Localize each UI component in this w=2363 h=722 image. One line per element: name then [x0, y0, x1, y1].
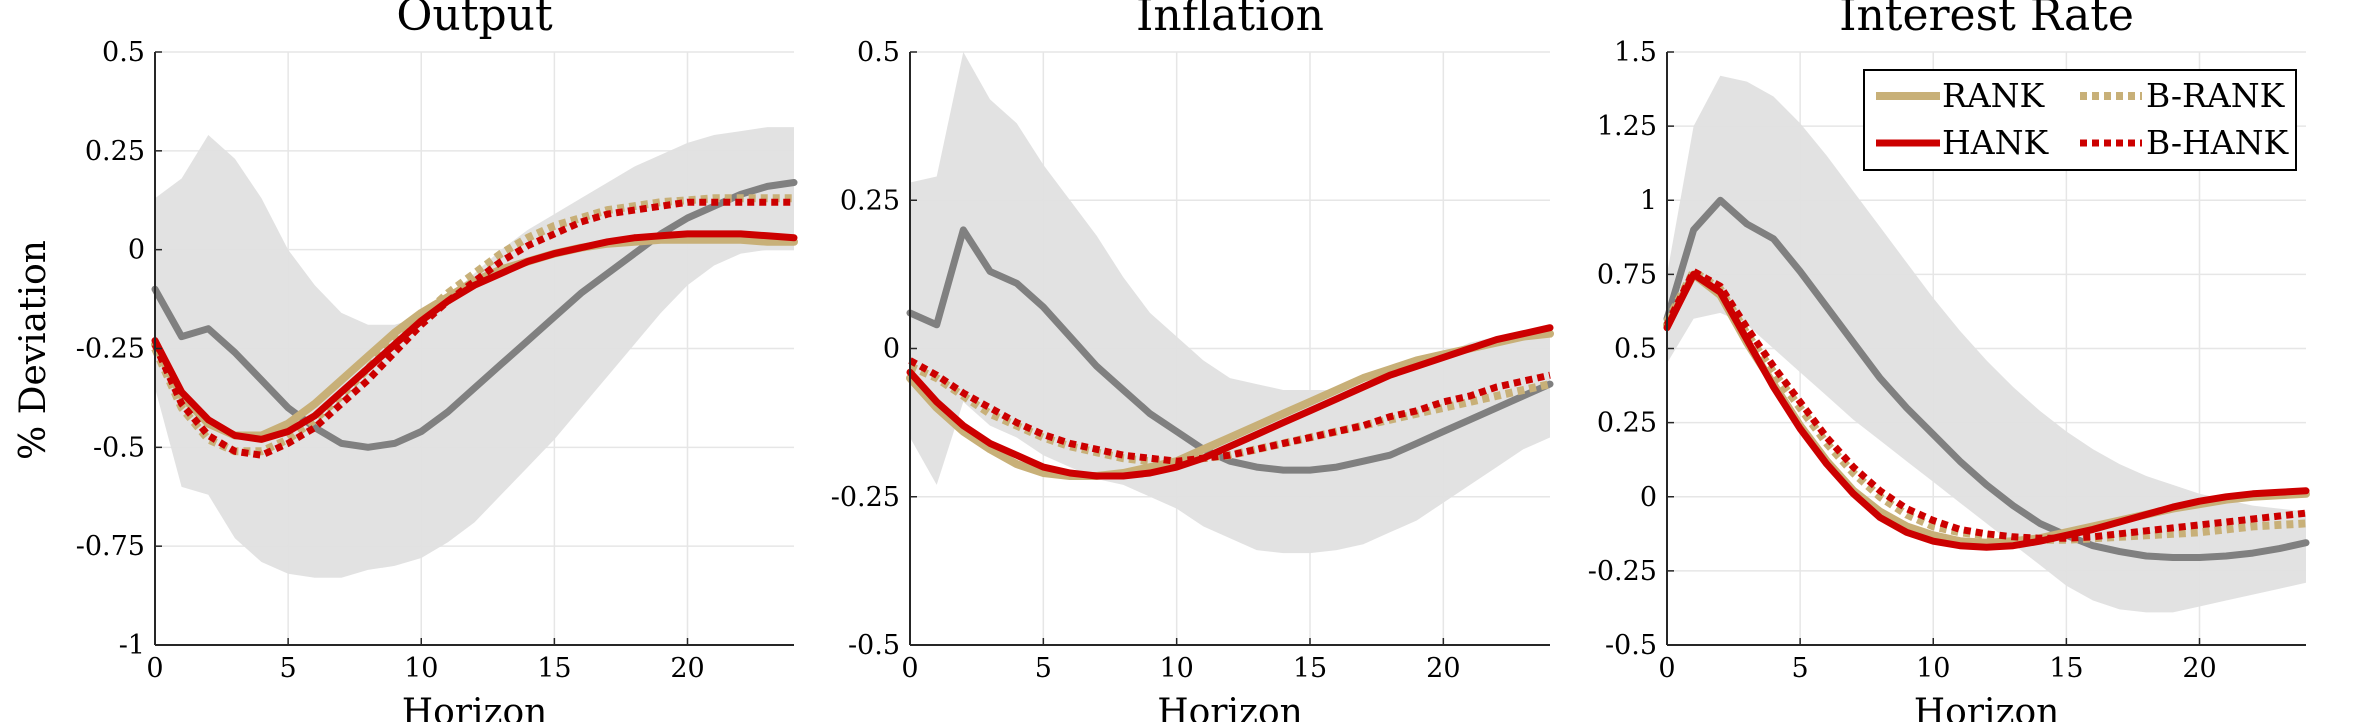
legend-frame	[1863, 69, 2297, 171]
x-tick-label: 5	[1035, 653, 1052, 684]
legend-label-rank: RANK	[1942, 76, 2046, 115]
confidence-band	[910, 52, 1550, 554]
y-tick-label: -1	[119, 630, 145, 661]
panel-title: Inflation	[1136, 0, 1324, 41]
legend-label-brank: B-RANK	[2146, 76, 2286, 115]
x-tick-label: 5	[1792, 653, 1809, 684]
series-line-hank	[906, 324, 1554, 480]
y-tick-label: 1.25	[1597, 111, 1657, 142]
y-tick-label: 0.25	[840, 185, 900, 216]
x-tick-label: 10	[1159, 653, 1193, 684]
x-tick-label: 0	[901, 653, 918, 684]
x-tick-label: 20	[2182, 653, 2216, 684]
y-tick-label: 0	[1640, 482, 1657, 513]
confidence-band	[1667, 75, 2306, 613]
x-tick-label: 15	[2049, 653, 2083, 684]
x-tick-label: 0	[146, 653, 163, 684]
panel-output: Output Horizon 0 5 10 15 20 -1 -0.75 -0.5 -0.25 0…	[76, 0, 798, 722]
y-tick-label: -0.5	[1605, 630, 1657, 661]
legend-label-bhank: B-HANK	[2146, 123, 2289, 162]
y-tick-label: -0.25	[831, 482, 900, 513]
y-tick-label: 0.25	[85, 136, 145, 167]
series-line-bhank	[908, 357, 1551, 465]
series-line-hank	[1663, 270, 2310, 551]
x-tick-label: 5	[280, 653, 297, 684]
x-tick-label: 20	[670, 653, 704, 684]
x-axis-label: Horizon	[402, 692, 548, 722]
series-line-bhank	[151, 198, 794, 459]
panel-inflation: Inflation Horizon 0 5 10 15 20 -0.5 -0.25 0 0.25…	[831, 0, 1554, 722]
x-axis-label: Horizon	[1914, 692, 2060, 722]
legend: RANK B-RANK HANK B-HANK	[1863, 69, 2297, 171]
y-tick-label: 0.5	[857, 37, 900, 68]
series-line-rank	[151, 235, 798, 440]
y-tick-label: 1	[1640, 185, 1657, 216]
series-line-data	[1663, 196, 2310, 561]
y-axis-label: % Deviation	[13, 240, 54, 460]
y-tick-label: 0	[128, 235, 145, 266]
legend-label-hank: HANK	[1942, 123, 2049, 162]
x-tick-label: 10	[404, 653, 438, 684]
y-tick-label: -0.5	[848, 630, 900, 661]
y-tick-label: 0.25	[1597, 408, 1657, 439]
x-tick-label: 15	[537, 653, 571, 684]
y-tick-label: -0.25	[1588, 556, 1657, 587]
y-tick-label: -0.25	[76, 334, 145, 365]
x-tick-label: 0	[1658, 653, 1675, 684]
confidence-band	[155, 127, 794, 578]
series-line-brank	[151, 194, 794, 456]
panel-title: Interest Rate	[1839, 0, 2134, 41]
x-axis-label: Horizon	[1157, 692, 1303, 722]
y-tick-label: 1.5	[1614, 37, 1657, 68]
y-tick-label: 0.75	[1597, 259, 1657, 290]
panel-title: Output	[396, 0, 553, 41]
y-tick-label: -0.75	[76, 531, 145, 562]
x-tick-label: 15	[1293, 653, 1327, 684]
series-line-bhank	[1663, 267, 2307, 542]
y-tick-label: 0.5	[102, 37, 145, 68]
y-tick-label: 0	[883, 334, 900, 365]
y-tick-label: 0.5	[1614, 334, 1657, 365]
y-tick-label: -0.5	[93, 432, 145, 463]
x-tick-label: 10	[1916, 653, 1950, 684]
series-line-data	[906, 226, 1554, 474]
x-tick-label: 20	[1426, 653, 1460, 684]
series-line-data	[151, 179, 798, 451]
